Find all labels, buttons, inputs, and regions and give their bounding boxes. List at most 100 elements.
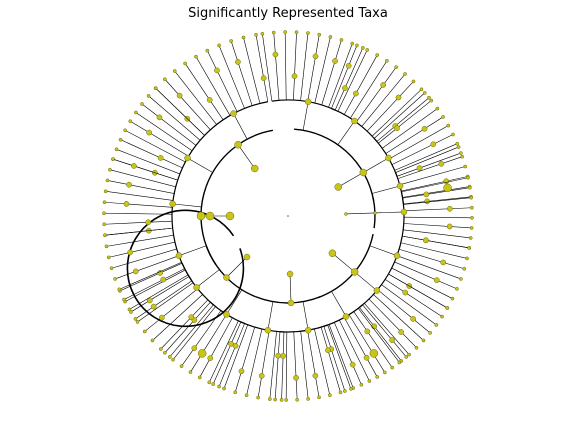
root-node	[287, 215, 289, 217]
leaf-node	[382, 370, 387, 375]
leaf-branch-line	[378, 100, 432, 144]
leaf-branch-line	[285, 331, 288, 400]
leaf-branch-line	[293, 32, 297, 101]
leaf-branch-line	[307, 34, 320, 102]
leaf-inner-node	[275, 352, 282, 359]
leaf-branch-line	[396, 152, 462, 177]
subclade-node	[304, 98, 312, 106]
leaf-inner-node	[123, 201, 130, 207]
leaf-node	[317, 32, 322, 37]
clade-node	[350, 268, 359, 276]
leaf-node	[355, 43, 359, 48]
leaf-branch-line	[119, 261, 182, 290]
leaf-branch-line	[107, 180, 175, 194]
subclade-arc	[279, 324, 328, 333]
leaf-node	[451, 132, 455, 137]
leaf-branch-line	[174, 70, 217, 125]
leaf-node	[317, 395, 321, 400]
leaf-branch-line	[353, 311, 393, 368]
leaf-inner-node	[410, 316, 416, 322]
clade-arc	[205, 245, 256, 298]
leaf-inner-node	[440, 259, 447, 266]
leaf-inner-node	[424, 198, 431, 205]
leaf-inner-node	[395, 94, 402, 101]
leaf-branch-line	[257, 330, 270, 398]
leaf-branch-line	[135, 280, 192, 320]
leaf-node	[434, 323, 439, 327]
leaf-branch-line	[403, 229, 471, 239]
leaf-node	[106, 255, 111, 260]
subclade-node	[264, 326, 272, 334]
leaf-inner-node	[291, 73, 298, 80]
leaf-branch-line	[111, 248, 177, 269]
leaf-node	[419, 87, 424, 92]
leaf-node	[108, 167, 112, 172]
leaf-node	[459, 277, 463, 281]
leaf-branch-line	[104, 201, 173, 208]
leaf-branch-line	[293, 331, 298, 400]
leaf-inner-node	[433, 277, 440, 284]
leaf-branch-line	[207, 50, 238, 112]
leaf-branch-line	[368, 298, 417, 348]
leaf-node	[222, 386, 226, 391]
leaf-node	[122, 297, 126, 302]
leaf-branch-line	[357, 308, 400, 363]
leaf-branch-line	[366, 81, 414, 132]
leaf-inner-node	[389, 337, 395, 343]
leaf-node	[338, 390, 343, 395]
leaf-branch-line	[144, 288, 198, 332]
leaf-node	[365, 48, 370, 52]
leaf-inner-node	[342, 85, 348, 91]
leaf-inner-node	[332, 58, 338, 64]
subclade-node	[373, 287, 381, 294]
leaf-branch-line	[334, 47, 364, 111]
leaf-node	[390, 365, 395, 370]
leaf-node	[375, 53, 380, 57]
leaf-branch-line	[376, 97, 430, 142]
leaf-branch-line	[403, 207, 472, 212]
leaf-node	[142, 329, 147, 334]
branch-line	[371, 185, 401, 194]
leaf-node	[118, 137, 123, 142]
leaf-inner-node	[421, 125, 428, 132]
highlight-node	[205, 211, 215, 221]
leaf-inner-node	[280, 353, 286, 359]
branch-line	[226, 289, 243, 315]
leaf-branch-line	[391, 267, 453, 299]
leaf-branch-line	[323, 326, 346, 392]
leaf-node	[153, 86, 158, 91]
leaf-node	[217, 43, 221, 48]
leaf-node	[113, 277, 117, 281]
leaf-node	[469, 226, 474, 230]
leaf-node	[103, 233, 107, 238]
leaf-inner-node	[235, 59, 241, 65]
leaf-node	[183, 61, 187, 66]
leaf-inner-node	[127, 249, 133, 256]
leaf-branch-line	[243, 37, 261, 104]
leaf-node	[339, 38, 344, 42]
leaf-node	[197, 375, 202, 380]
highlight-node	[443, 183, 452, 193]
leaf-branch-line	[116, 149, 180, 175]
branch-line	[289, 273, 292, 303]
leaf-inner-node	[258, 373, 265, 379]
leaf-node	[328, 35, 333, 39]
leaf-node	[267, 397, 272, 401]
leaf-branch-line	[402, 186, 470, 198]
branch-line	[267, 301, 274, 331]
leaf-branch-line	[401, 177, 469, 193]
leaf-node	[465, 256, 469, 261]
leaf-branch-line	[106, 234, 174, 247]
ring-node	[225, 211, 235, 221]
leaf-branch-line	[373, 294, 424, 341]
leaf-node	[158, 347, 163, 351]
leaf-inner-node	[423, 237, 429, 244]
leaf-branch-line	[402, 187, 470, 199]
leaf-branch-line	[348, 314, 386, 373]
leaf-node	[463, 164, 468, 169]
leaf-branch-line	[119, 262, 183, 292]
clade-arc	[317, 233, 374, 299]
leaf-node	[327, 393, 332, 398]
leaf-branch-line	[403, 223, 472, 229]
